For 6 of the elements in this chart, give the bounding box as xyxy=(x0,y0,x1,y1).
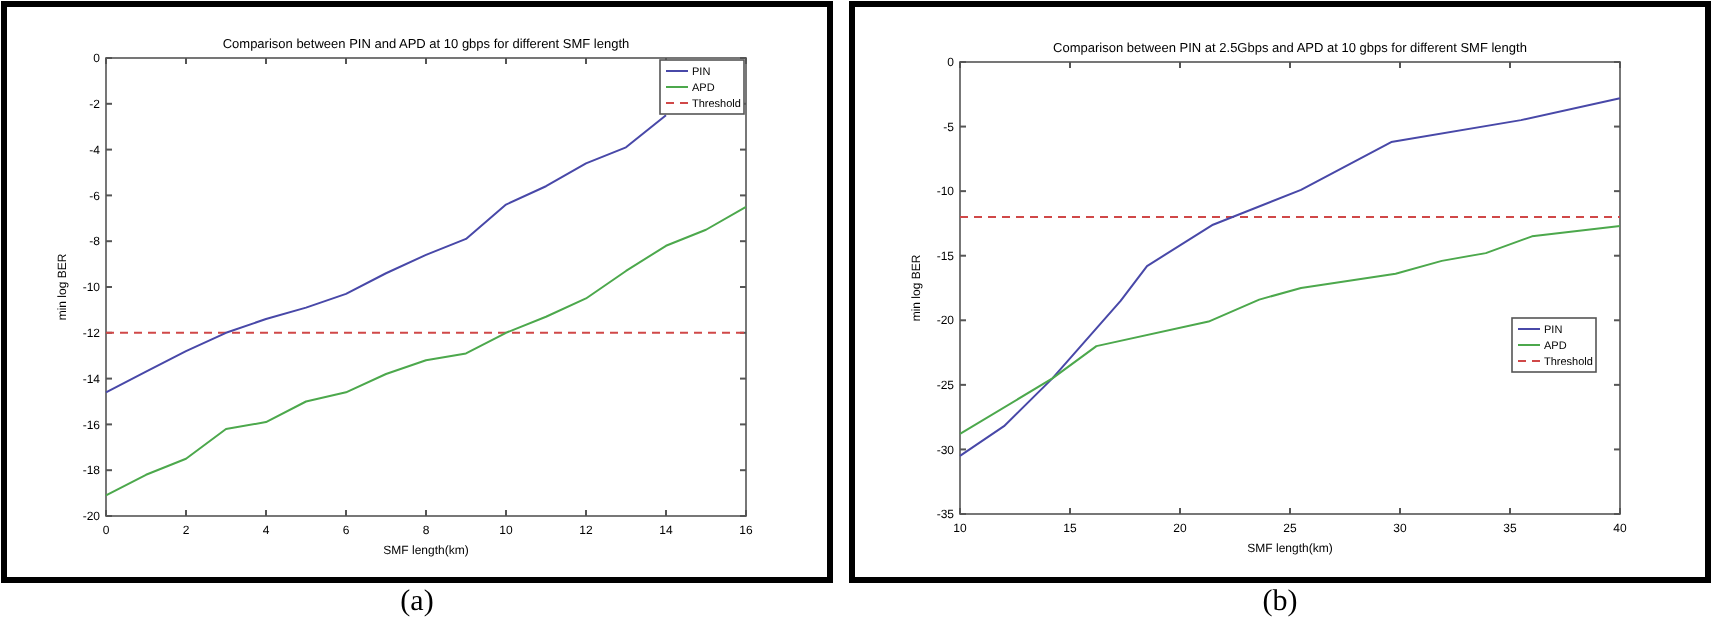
line-series xyxy=(959,97,1621,457)
line-series xyxy=(105,205,747,497)
text: (a) xyxy=(400,586,434,618)
line-series xyxy=(105,114,667,394)
line-series xyxy=(959,225,1621,435)
text: (b) xyxy=(1262,586,1298,618)
